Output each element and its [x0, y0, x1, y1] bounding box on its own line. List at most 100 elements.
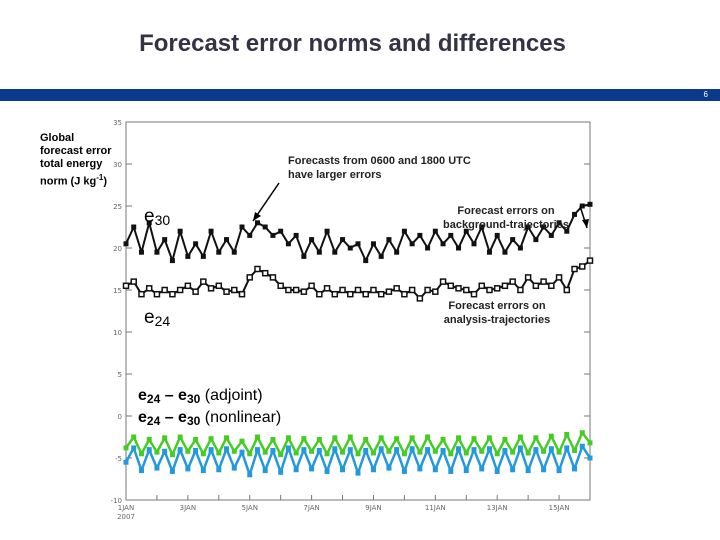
data-point — [463, 228, 469, 234]
data-point — [409, 446, 415, 452]
data-point — [176, 286, 184, 294]
adj-s1: 24 — [146, 392, 161, 406]
data-point — [293, 450, 299, 456]
data-point — [254, 434, 260, 440]
data-point — [123, 445, 129, 451]
data-point — [486, 435, 492, 441]
data-point — [425, 245, 431, 251]
data-point — [261, 269, 269, 277]
data-point — [587, 440, 593, 446]
annotation-bg-line1: Forecast errors on — [457, 205, 555, 217]
data-point — [510, 237, 516, 243]
x-tick-label: 15JAN — [549, 504, 570, 512]
data-point — [448, 468, 454, 474]
data-point — [309, 237, 315, 243]
data-point — [432, 448, 438, 454]
data-point — [424, 286, 431, 294]
data-point — [138, 468, 144, 474]
data-point — [494, 468, 500, 474]
data-point — [332, 249, 338, 255]
data-point — [548, 232, 554, 238]
data-point — [285, 435, 291, 441]
data-point — [541, 467, 547, 473]
y-tick-label: 35 — [113, 119, 122, 127]
label-diff-adjoint: e24 – e30 (adjoint) — [138, 386, 263, 409]
x-tick-label: 9JAN — [365, 504, 381, 512]
data-point — [154, 449, 160, 455]
slide-number: 6 — [703, 90, 708, 99]
y-tick-label: 5 — [118, 371, 122, 379]
data-point — [224, 435, 230, 441]
data-point — [533, 447, 539, 453]
data-point — [502, 447, 508, 453]
data-point — [169, 468, 175, 474]
data-point — [309, 466, 315, 472]
label-e30: e30 — [144, 206, 170, 228]
data-point — [502, 437, 508, 443]
data-point — [456, 446, 462, 452]
data-point — [285, 241, 291, 247]
data-point — [309, 448, 315, 454]
data-point — [525, 224, 531, 230]
data-point — [463, 286, 470, 294]
data-point — [130, 278, 137, 285]
data-point — [184, 282, 192, 290]
data-point — [401, 290, 408, 298]
annotation-an-line1: Forecast errors on — [448, 300, 546, 312]
data-point — [193, 437, 199, 443]
side-label-line4-sup: -1 — [96, 173, 104, 182]
annotation-background: Forecast errors on background-trajectori… — [436, 204, 576, 232]
data-point — [340, 237, 346, 243]
data-point — [347, 245, 353, 251]
side-label-line1: Global — [40, 132, 75, 144]
data-point — [385, 288, 393, 295]
data-point — [494, 451, 500, 457]
data-point — [463, 450, 469, 456]
data-point — [386, 448, 392, 454]
data-point — [524, 274, 532, 281]
data-point — [479, 448, 485, 454]
arrow-head-top — [253, 212, 261, 221]
title-bar: 6 — [0, 89, 720, 101]
data-point — [278, 452, 284, 458]
data-point — [556, 449, 562, 455]
data-point — [332, 435, 338, 441]
annotation-bg-line2: background-trajectories — [443, 219, 569, 231]
data-point — [270, 437, 276, 443]
data-point — [247, 451, 253, 457]
data-point — [370, 467, 376, 473]
data-point — [363, 258, 369, 264]
data-point — [564, 228, 570, 234]
data-point — [301, 436, 307, 442]
data-point — [354, 286, 362, 294]
data-point — [417, 449, 423, 455]
y-tick-label: 0 — [118, 413, 122, 421]
data-point — [370, 450, 376, 456]
data-point — [362, 290, 369, 298]
data-point — [517, 434, 523, 440]
chart-series — [122, 201, 594, 478]
data-point — [478, 282, 485, 290]
data-point — [324, 451, 330, 457]
data-point — [548, 433, 554, 439]
data-point — [301, 253, 307, 259]
data-point — [293, 232, 299, 238]
data-point — [224, 237, 230, 243]
data-point — [541, 224, 547, 230]
data-point — [223, 288, 230, 295]
chart-panel: -10 -5 0 5 10 15 20 25 30 35 1JAN 3JAN 5JAN 7JAN 9JAN 1… — [96, 108, 606, 522]
data-point — [270, 447, 276, 453]
data-point — [502, 249, 508, 255]
data-point — [316, 290, 323, 298]
x-tick-label: 1JAN — [118, 504, 134, 512]
data-point — [501, 282, 509, 290]
data-point — [432, 467, 438, 473]
data-point — [138, 290, 145, 298]
data-point — [533, 237, 539, 243]
side-label-line4-prefix: norm (J kg — [40, 175, 97, 188]
label-e24-sub: 24 — [154, 313, 171, 329]
annotation-top: Forecasts from 0600 and 1800 UTC have la… — [288, 154, 471, 182]
data-point — [401, 228, 407, 234]
data-point — [278, 469, 284, 475]
x-tick-label: 11JAN — [425, 504, 446, 512]
